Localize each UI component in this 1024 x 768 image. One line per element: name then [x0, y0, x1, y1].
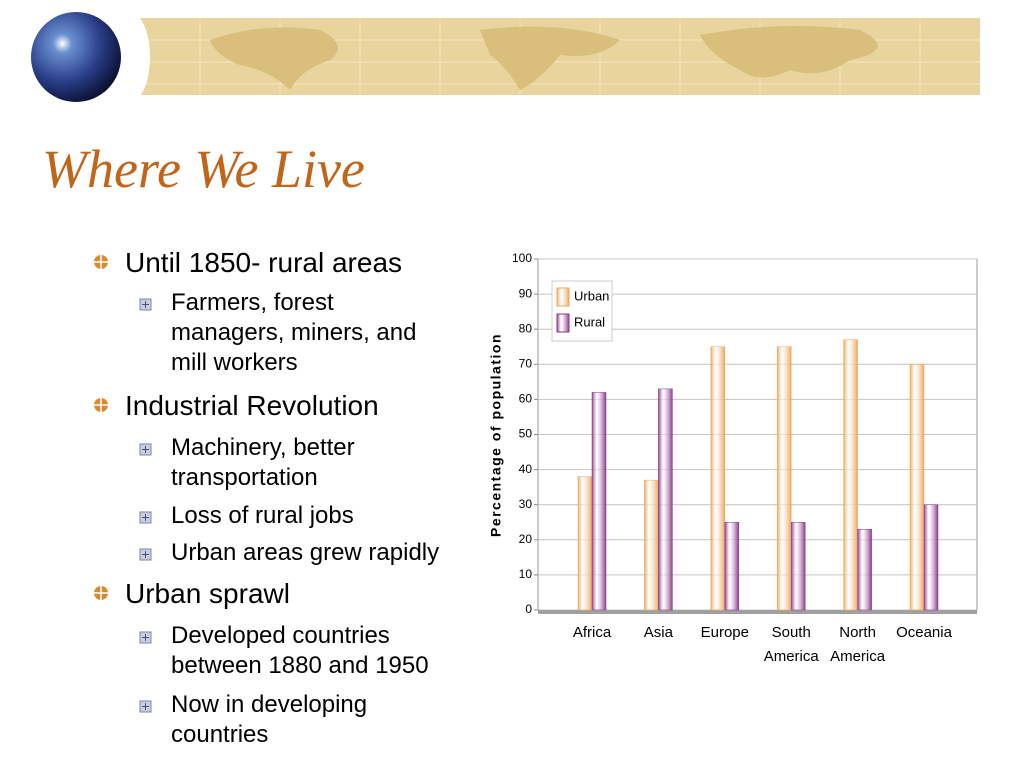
y-tick-label: 100 — [512, 251, 532, 265]
bullet-text: Industrial Revolution — [125, 390, 379, 421]
legend-label: Urban — [574, 288, 609, 303]
sub-bullet-text: managers, miners, and — [171, 319, 417, 346]
y-tick-label: 50 — [519, 427, 533, 441]
y-axis-title: Percentage of population — [488, 333, 504, 537]
slide-title: Where We Live — [42, 139, 365, 199]
bar — [909, 364, 925, 611]
bar — [843, 339, 858, 611]
x-tick-label: North America — [830, 624, 886, 665]
bullet-text: Urban sprawl — [125, 578, 290, 609]
sub-bullet-text: Now in developing — [171, 691, 368, 718]
bar — [710, 346, 726, 611]
y-tick-label: 0 — [525, 602, 532, 616]
bar — [923, 504, 939, 611]
sub-bullet-text: Urban areas grew rapidly — [171, 539, 440, 566]
legend-swatch — [556, 313, 570, 333]
y-tick-label: 70 — [519, 356, 533, 370]
sub-bullet-icon-plus — [142, 703, 149, 710]
banner-cutout — [110, 12, 150, 102]
legend-swatch — [556, 287, 570, 307]
y-tick-label: 30 — [519, 497, 533, 511]
x-tick-label: Africa — [573, 624, 612, 641]
x-tick-label: Europe — [701, 624, 749, 641]
bar — [591, 392, 607, 611]
y-tick-label: 90 — [519, 286, 533, 300]
bar — [644, 479, 659, 611]
sub-bullet-icon-plus — [142, 634, 149, 641]
sub-bullet-text: Machinery, better — [171, 434, 355, 461]
sub-bullet-text: between 1880 and 1950 — [171, 652, 429, 679]
bar — [658, 388, 673, 611]
y-tick-label: 60 — [519, 392, 533, 406]
sub-bullet-text: transportation — [171, 464, 318, 491]
bar — [724, 522, 740, 611]
chart-floor — [538, 610, 977, 614]
y-tick-label: 10 — [519, 567, 533, 581]
sub-bullet-icon-plus — [142, 446, 149, 453]
sub-bullet-text: Loss of rural jobs — [171, 502, 354, 529]
sub-bullet-icon-plus — [142, 551, 149, 558]
sub-bullet-text: countries — [171, 721, 269, 748]
sub-bullet-text: mill workers — [171, 349, 298, 376]
bar — [790, 522, 806, 611]
x-tick-label: Oceania — [896, 624, 953, 641]
y-tick-label: 80 — [519, 321, 533, 335]
sub-bullet-icon-plus — [142, 514, 149, 521]
sub-bullet-text: Developed countries — [171, 622, 390, 649]
y-tick-label: 20 — [519, 532, 533, 546]
bullet-icons — [94, 255, 108, 600]
bar — [577, 476, 593, 611]
bullet-text: Until 1850- rural areas — [125, 247, 403, 278]
x-tick-label: South America — [764, 624, 820, 665]
map-land — [210, 26, 878, 91]
x-tick-label: Asia — [644, 624, 674, 641]
sub-bullet-icon-plus — [142, 301, 149, 308]
bar — [776, 346, 792, 611]
globe — [31, 12, 121, 102]
sub-bullet-text: Farmers, forest — [171, 289, 334, 316]
y-tick-label: 40 — [519, 462, 533, 476]
bar — [857, 529, 872, 611]
legend-label: Rural — [574, 314, 605, 329]
